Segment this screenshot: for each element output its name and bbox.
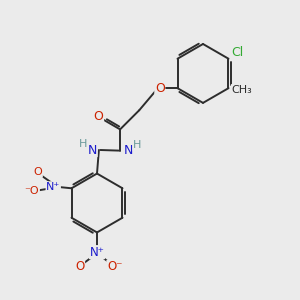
Text: O: O [34,167,42,177]
Text: H: H [79,139,87,148]
Text: O: O [94,110,103,123]
Text: CH₃: CH₃ [231,85,252,94]
Text: O: O [155,82,165,95]
Text: N⁺: N⁺ [46,182,60,192]
Text: O: O [75,260,85,273]
Text: O⁻: O⁻ [107,260,122,273]
Text: N⁺: N⁺ [90,246,104,259]
Text: ⁻O: ⁻O [25,186,39,196]
Text: N: N [124,144,133,157]
Text: N: N [88,143,97,157]
Text: Cl: Cl [231,46,244,59]
Text: H: H [133,140,141,150]
